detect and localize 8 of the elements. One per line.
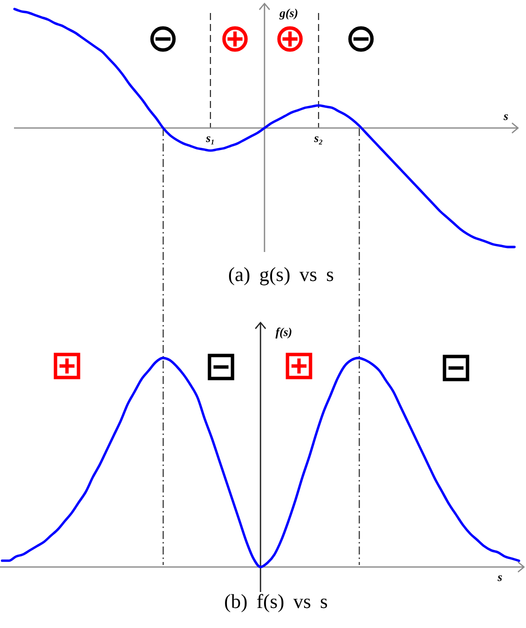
x-tick-label: s₁ xyxy=(205,131,215,145)
text: (a) g(s) vs s xyxy=(228,264,334,286)
y-axis-title: f(s) xyxy=(276,325,292,339)
text: (b) f(s) vs s xyxy=(224,591,328,613)
x-axis-title: s xyxy=(496,570,503,584)
x-axis-title: s xyxy=(502,109,509,123)
x-tick-label: s₂ xyxy=(313,131,323,145)
y-axis-title: g(s) xyxy=(278,6,298,20)
